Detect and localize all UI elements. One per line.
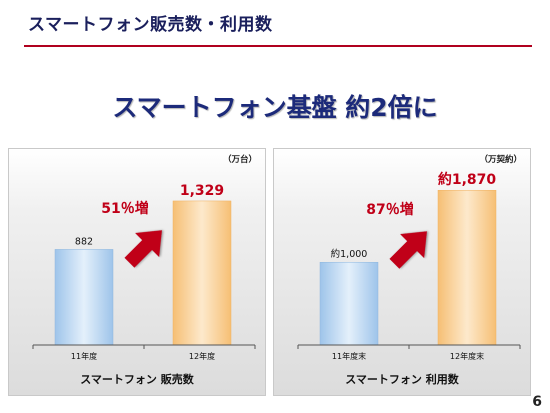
bar-12年度 (172, 200, 232, 346)
chart-panel-sales: （万台） 11年度 12年度 882 1,329 51％増 スマートフォン 販売数 (8, 148, 266, 396)
x-tick-label: 11年度末 (332, 351, 366, 361)
page-number: 6 (532, 394, 542, 410)
data-label: 約1,870 (438, 171, 497, 188)
x-tick-label: 11年度 (71, 351, 97, 361)
chart-svg-sales: 11年度 12年度 882 1,329 51％増 (32, 183, 256, 361)
slide-title: スマートフォン販売数・利用数 (28, 15, 273, 35)
chart-title: スマートフォン 利用数 (345, 373, 459, 386)
unit-label: （万契約） (479, 155, 522, 165)
chart-panel-users: （万契約） 11年度末 12年度末 約1,000 約1,870 87％増 スマートフォン… (273, 148, 531, 396)
data-label: 882 (75, 236, 93, 247)
title-rule (24, 45, 532, 47)
data-label: 1,329 (180, 183, 224, 199)
growth-arrow (124, 230, 162, 268)
data-label: 約1,000 (331, 248, 368, 260)
growth-label: 87％増 (366, 201, 413, 218)
headline: スマートフォン基盤 約2倍に (112, 93, 438, 122)
x-tick-label: 12年度 (189, 351, 215, 361)
chart-svg-users: 11年度末 12年度末 約1,000 約1,870 87％増 (297, 171, 521, 361)
bar-11年度末 (319, 261, 379, 346)
unit-label: （万台） (222, 155, 257, 165)
bar-12年度末 (437, 189, 497, 346)
bar-11年度 (54, 249, 114, 346)
x-tick-label: 12年度末 (450, 351, 484, 361)
chart-title: スマートフォン 販売数 (80, 373, 194, 386)
growth-label: 51％増 (101, 200, 148, 217)
growth-arrow (389, 231, 427, 269)
